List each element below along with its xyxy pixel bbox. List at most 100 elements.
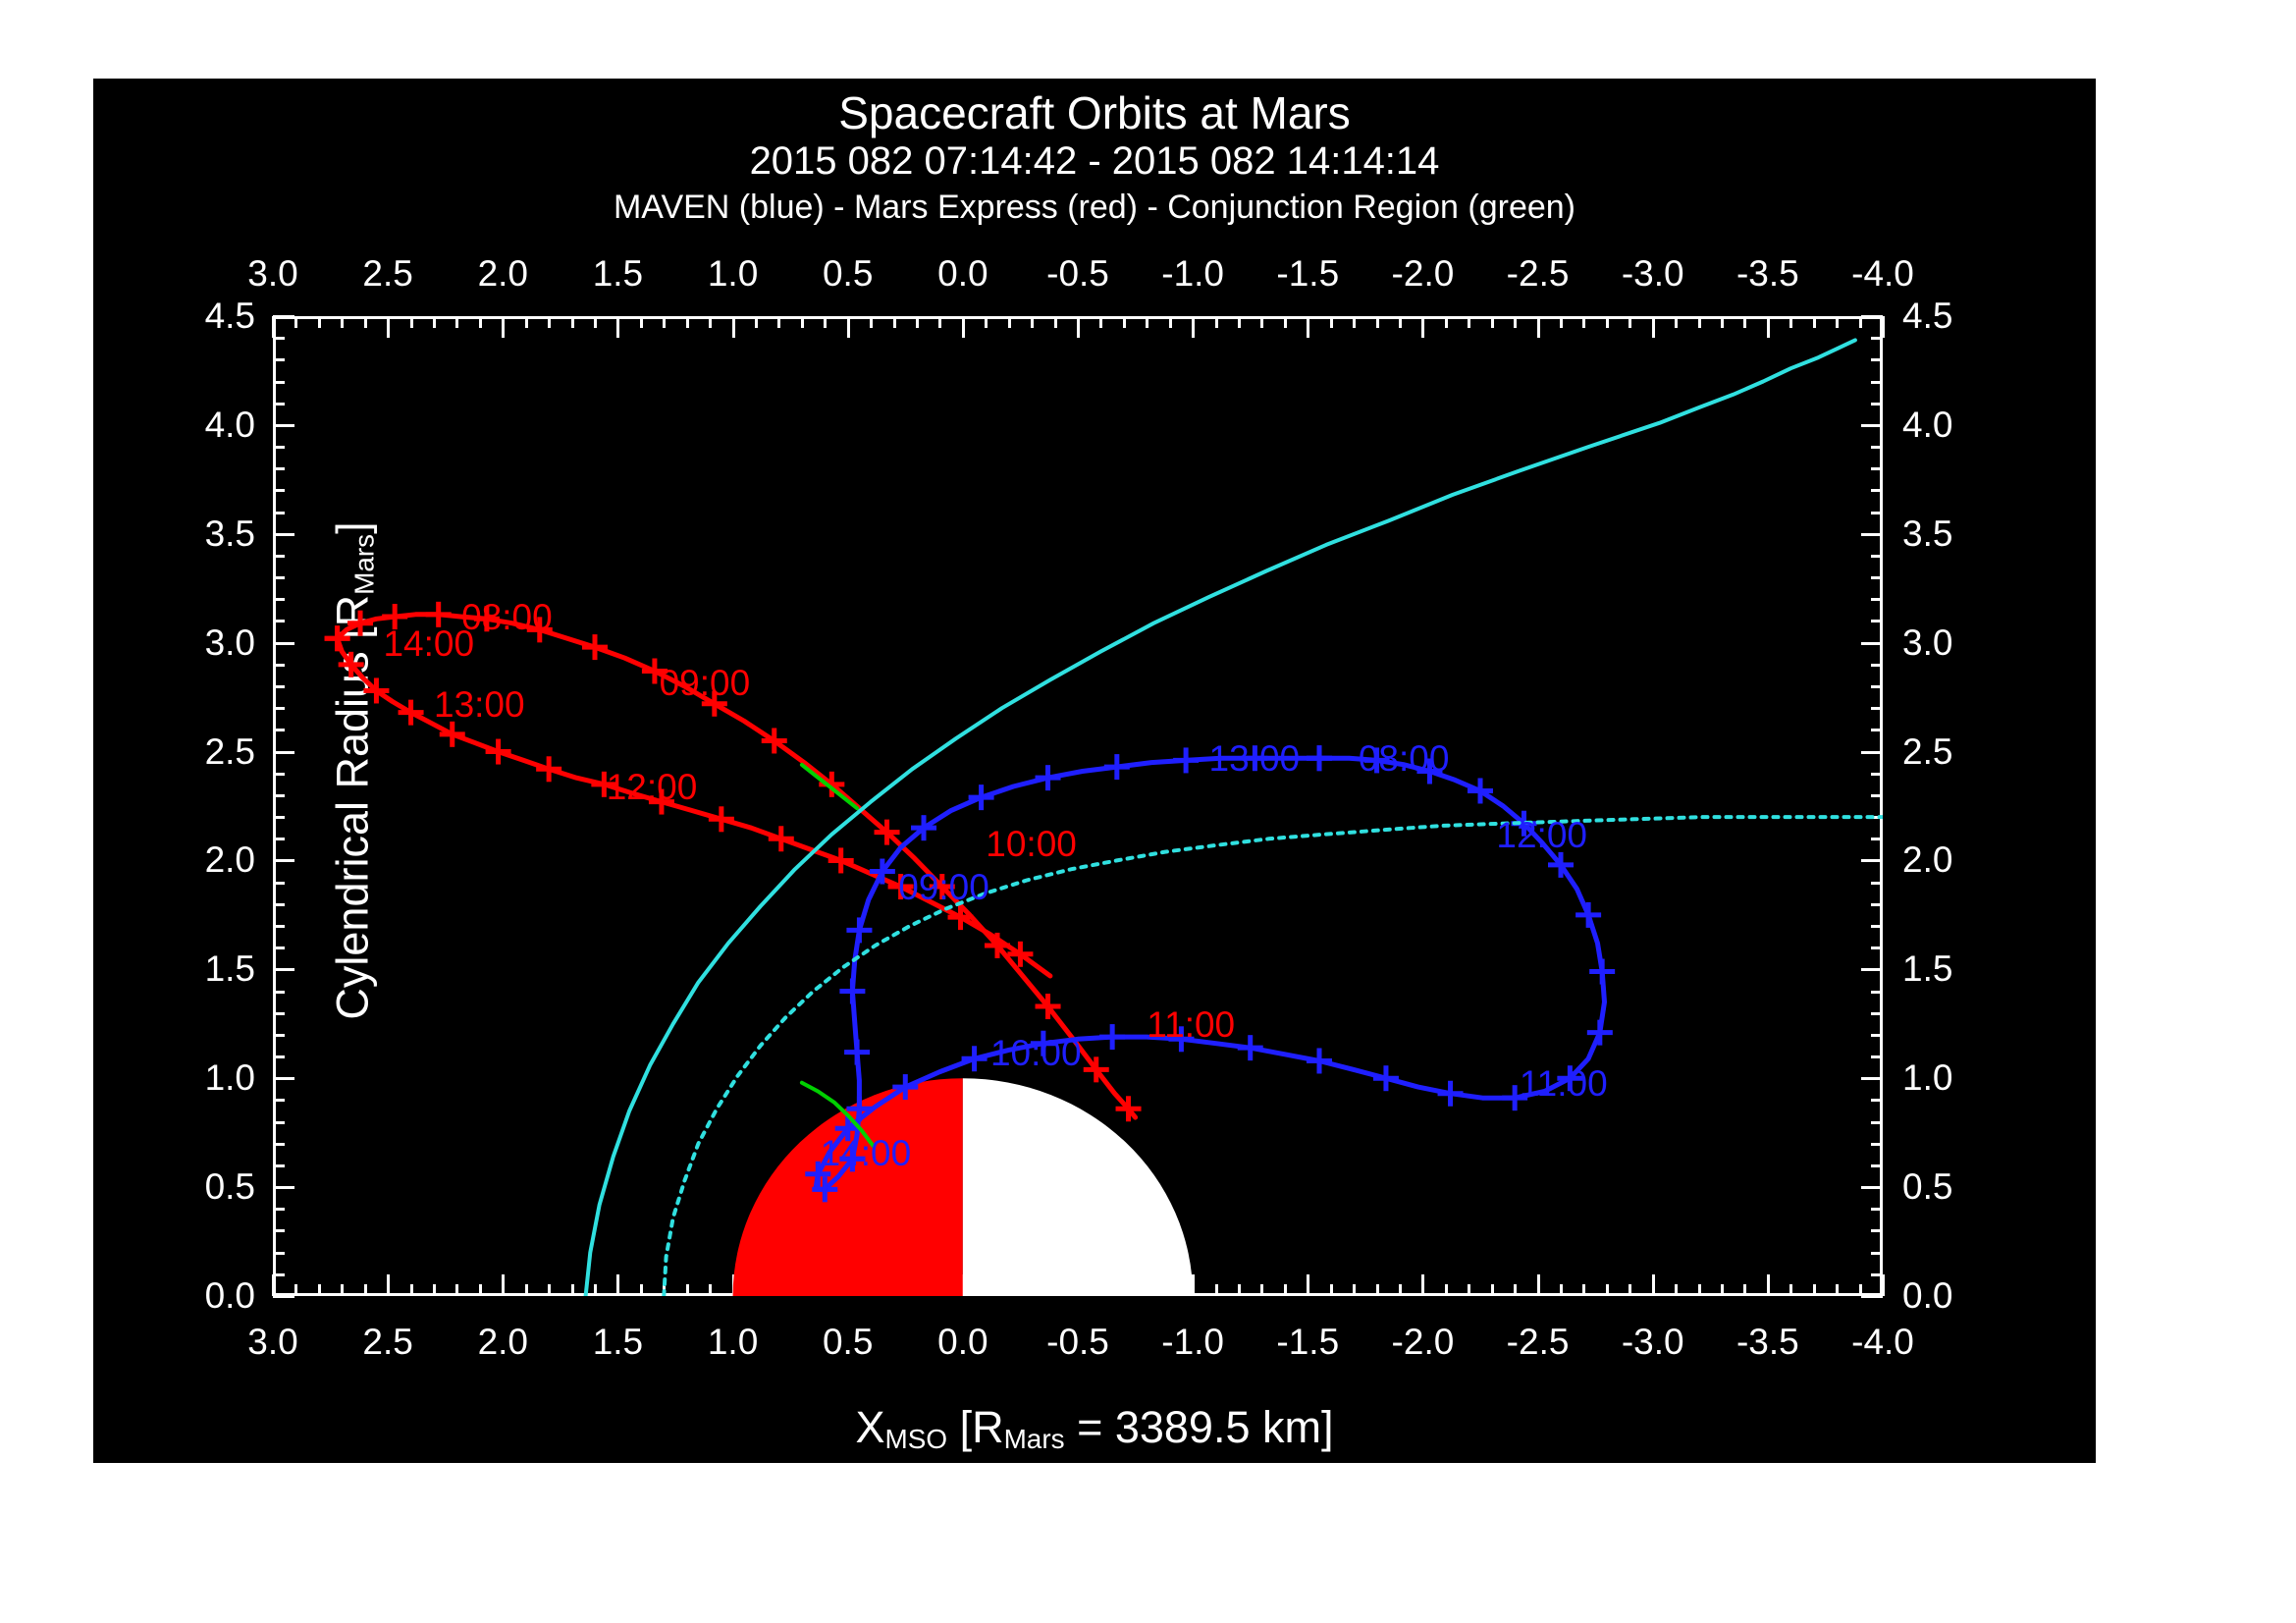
y-tick — [1871, 881, 1883, 885]
x-tick — [800, 316, 804, 328]
axis-tick-label: 3.5 — [204, 513, 255, 554]
x-tick — [1238, 316, 1241, 328]
x-tick — [1675, 316, 1679, 328]
x-tick — [455, 1284, 459, 1296]
y-tick — [273, 1099, 285, 1103]
x-tick — [1514, 316, 1518, 328]
mars-express-time-label: 12:00 — [606, 767, 698, 808]
x-tick — [639, 316, 643, 328]
mars-nightside-disk — [962, 1078, 1194, 1296]
x-tick — [1605, 316, 1609, 328]
x-tick — [317, 316, 321, 328]
y-tick — [273, 1186, 294, 1190]
x-tick — [1721, 316, 1724, 328]
x-tick — [1743, 316, 1747, 328]
x-tick — [1560, 1284, 1563, 1296]
x-tick — [777, 316, 781, 328]
y-tick — [273, 707, 285, 711]
plot-figure: Spacecraft Orbits at Mars 2015 082 07:14… — [93, 79, 2096, 1463]
mars-express-time-label: 10:00 — [986, 823, 1077, 864]
y-tick — [1861, 1077, 1883, 1081]
plot-container: 3.0 3.0 2.5 2.5 2.0 2.0 1.5 1.5 1.0 1.0 0.5 0.5 0.0 0… — [93, 79, 2096, 1463]
y-tick — [273, 620, 285, 623]
axis-tick-label: 2.0 — [477, 1322, 528, 1362]
maven-time-label: 13:00 — [1208, 738, 1301, 780]
x-tick — [663, 316, 667, 328]
x-tick — [985, 316, 988, 328]
y-tick — [273, 1229, 285, 1233]
x-tick — [1329, 1284, 1333, 1296]
axis-tick-label: -2.0 — [1391, 1322, 1455, 1362]
axis-tick-label: 4.0 — [1902, 404, 1953, 445]
x-tick — [870, 316, 874, 328]
axis-tick-label: -2.5 — [1506, 1322, 1570, 1362]
y-tick — [1871, 772, 1883, 776]
y-tick — [273, 423, 294, 427]
axis-tick-label: -3.0 — [1621, 253, 1684, 294]
y-tick — [1871, 924, 1883, 928]
series-line-2 — [813, 755, 1607, 1192]
x-tick — [1490, 316, 1494, 328]
y-tick — [1861, 641, 1883, 645]
axis-tick-label: -2.0 — [1391, 253, 1455, 294]
mars-express-time-label: 14:00 — [383, 622, 475, 664]
y-tick — [273, 772, 285, 776]
y-tick — [1871, 1229, 1883, 1233]
y-tick — [1871, 576, 1883, 580]
axis-tick-label: 2.0 — [204, 839, 255, 881]
y-tick — [273, 793, 285, 797]
y-tick — [273, 1251, 285, 1255]
y-tick — [273, 554, 285, 558]
y-tick — [273, 1120, 285, 1124]
y-tick — [273, 1208, 285, 1212]
axis-tick-label: 2.5 — [362, 1322, 413, 1362]
y-tick — [1871, 1011, 1883, 1015]
maven-time-label: 10:00 — [989, 1032, 1082, 1073]
y-tick — [273, 968, 294, 972]
x-axis-label: XMSO [RMars = 3389.5 km] — [855, 1401, 1334, 1454]
y-tick — [273, 902, 285, 906]
x-tick — [1514, 1284, 1518, 1296]
series-line-7 — [662, 815, 1883, 1296]
x-tick — [502, 316, 506, 338]
y-tick — [1871, 358, 1883, 362]
x-tick — [594, 316, 597, 328]
y-tick — [1871, 489, 1883, 493]
x-tick — [1882, 316, 1885, 338]
y-tick — [1871, 793, 1883, 797]
y-tick — [1871, 838, 1883, 841]
axis-tick-label: 0.0 — [937, 1322, 988, 1362]
x-tick — [709, 1284, 713, 1296]
axis-tick-label: 3.0 — [247, 253, 298, 294]
y-tick — [273, 1033, 285, 1037]
mars-express-time-label: 13:00 — [434, 683, 525, 725]
axis-tick-label: -0.5 — [1046, 253, 1109, 294]
x-tick — [938, 316, 942, 328]
x-tick — [709, 316, 713, 328]
axis-tick-label: -3.0 — [1621, 1322, 1684, 1362]
x-tick — [1053, 316, 1057, 328]
y-tick — [1871, 1163, 1883, 1167]
y-tick — [1871, 816, 1883, 820]
y-tick — [1871, 446, 1883, 450]
y-tick — [273, 729, 285, 732]
y-tick — [273, 315, 294, 318]
x-tick — [1122, 316, 1126, 328]
y-tick — [1871, 467, 1883, 471]
y-tick — [1861, 1295, 1883, 1298]
y-tick — [273, 489, 285, 493]
x-tick — [1812, 316, 1816, 328]
y-tick — [273, 358, 285, 362]
y-tick — [273, 511, 285, 514]
y-tick — [273, 532, 294, 536]
axis-tick-label: 3.0 — [247, 1322, 298, 1362]
x-tick — [478, 316, 482, 328]
x-tick — [524, 1284, 528, 1296]
x-tick — [341, 316, 345, 328]
y-tick — [1861, 750, 1883, 754]
x-tick — [1882, 1274, 1885, 1296]
x-tick — [1307, 1274, 1310, 1296]
x-tick — [1836, 316, 1840, 328]
maven-time-label: 11:00 — [1519, 1062, 1608, 1104]
x-tick — [1697, 316, 1701, 328]
